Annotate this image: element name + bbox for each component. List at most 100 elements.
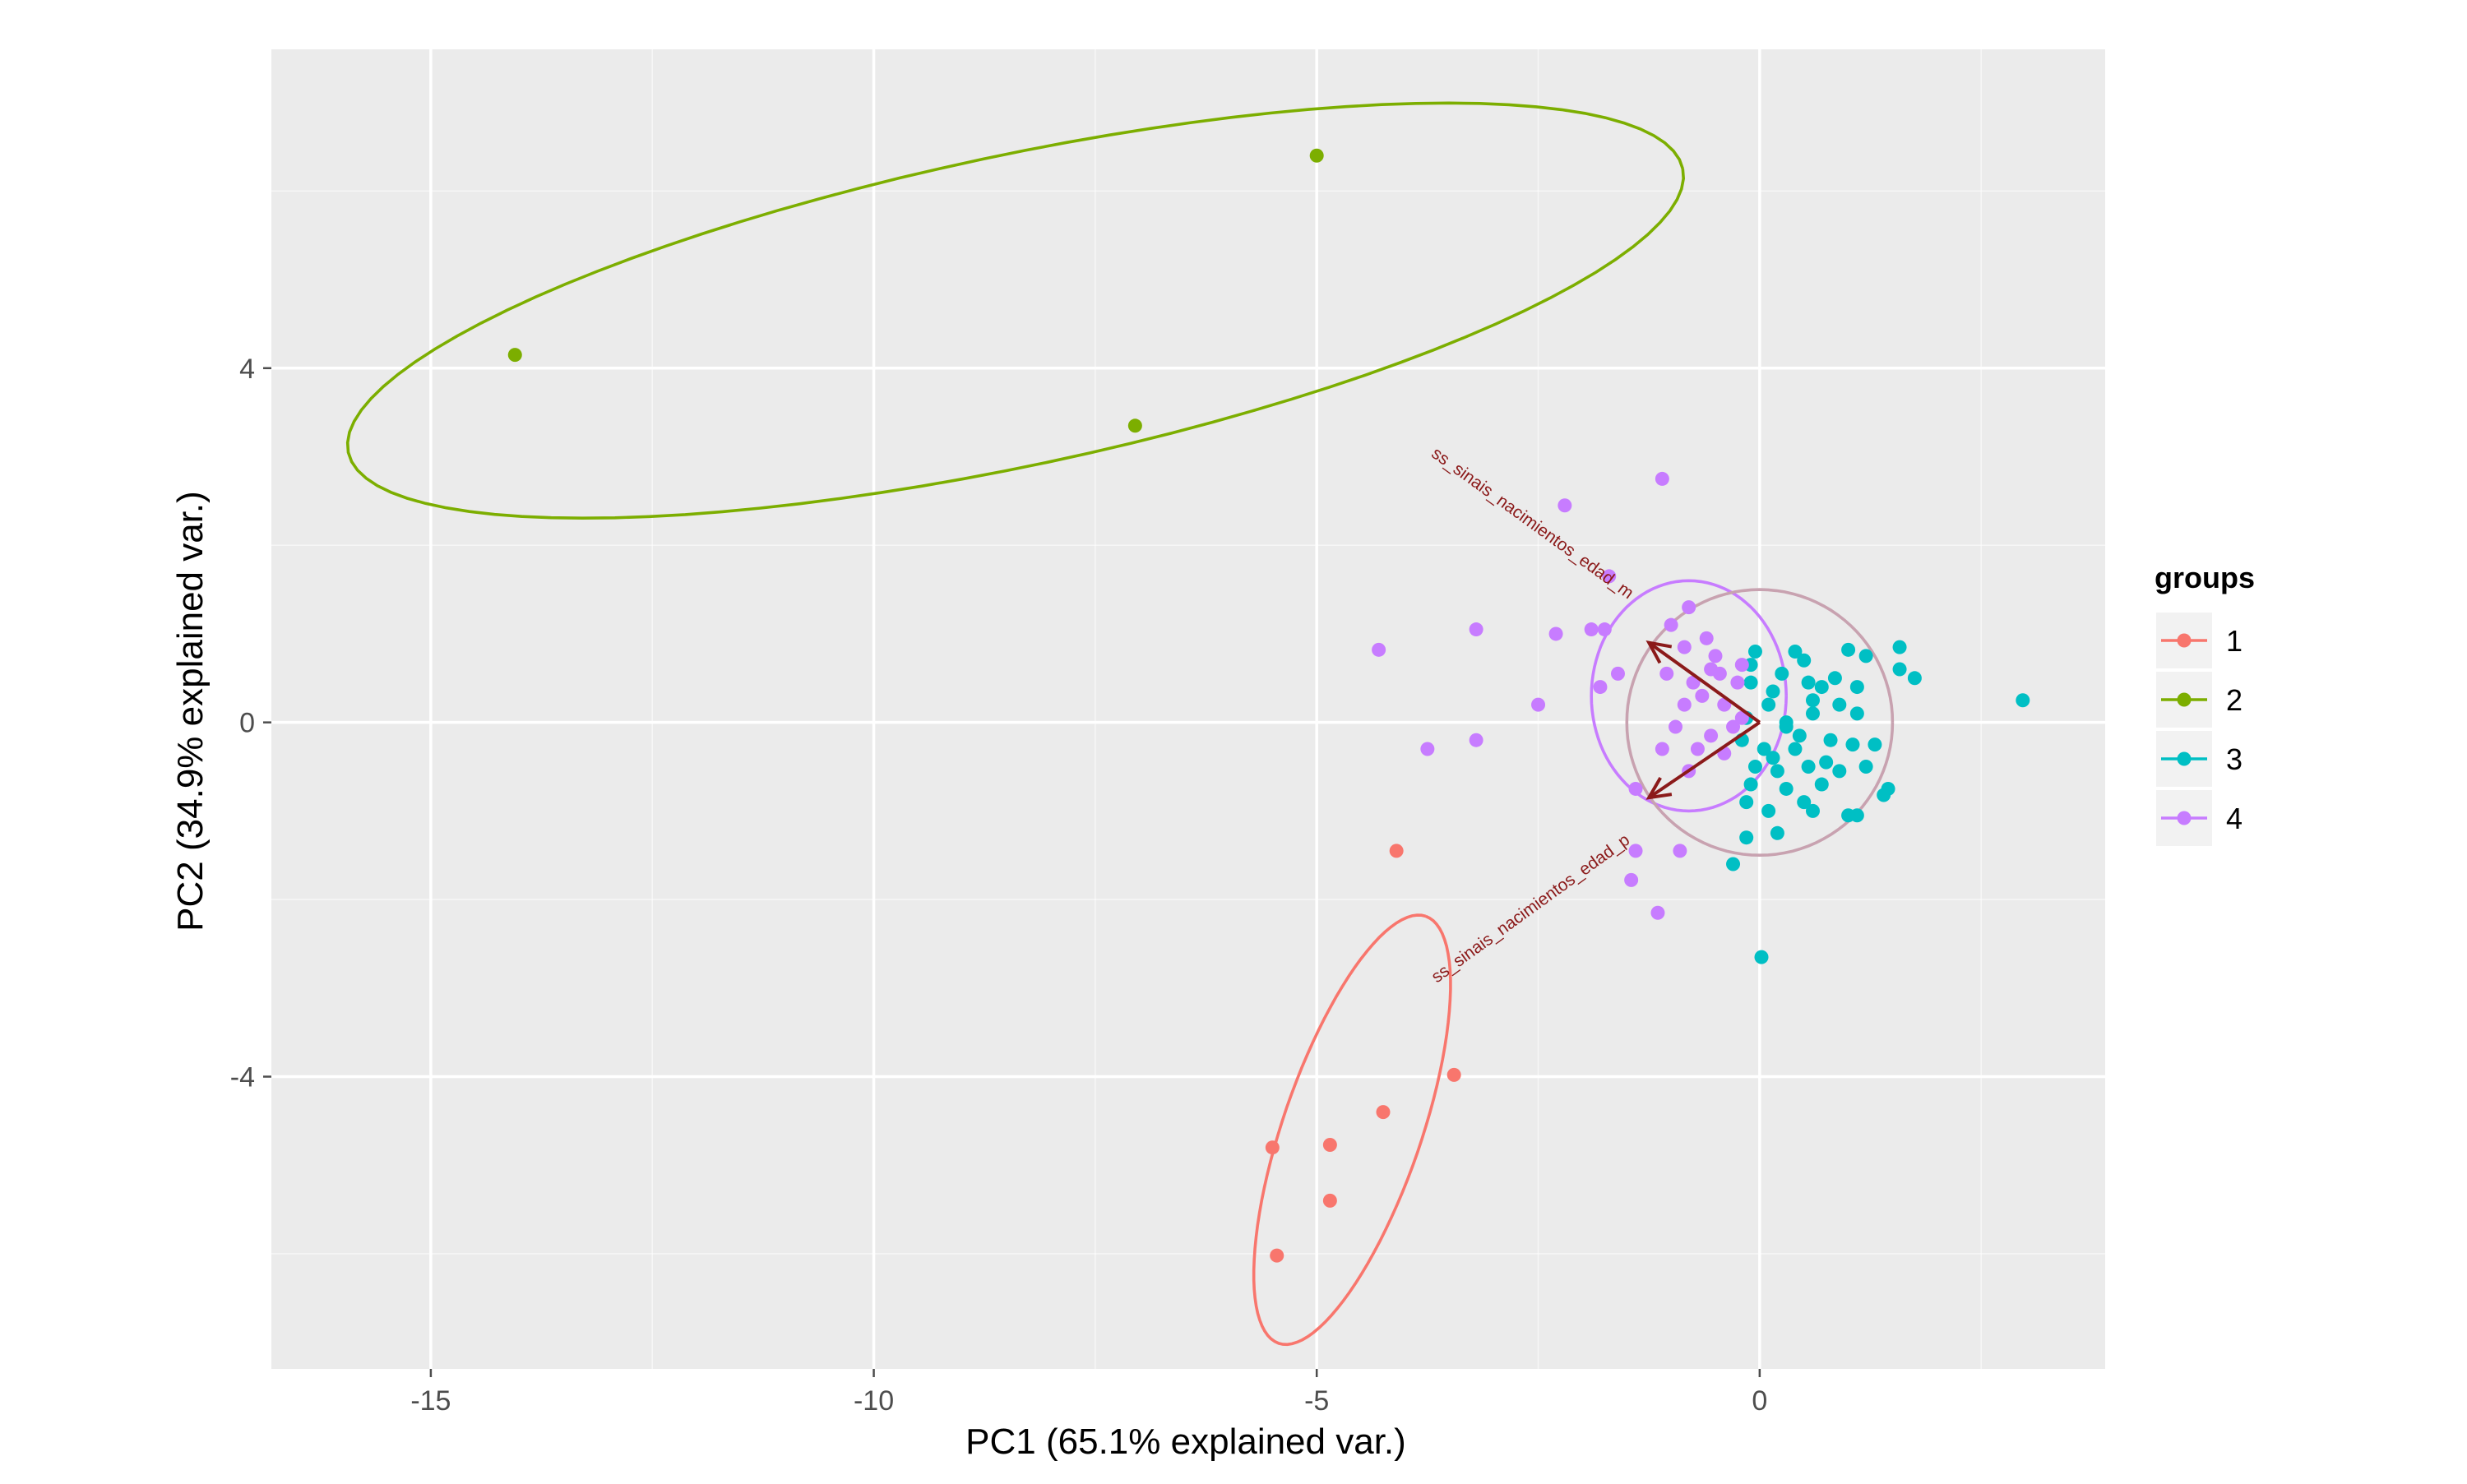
point-group-4 (1690, 742, 1705, 756)
point-group-3 (1805, 706, 1820, 721)
point-group-3 (1805, 803, 1820, 818)
legend-key-point (2177, 811, 2192, 825)
point-group-4 (1628, 844, 1643, 858)
point-group-3 (1819, 755, 1834, 770)
point-group-4 (1677, 697, 1692, 712)
point-group-4 (1597, 622, 1612, 637)
point-group-3 (1797, 795, 1812, 810)
point-group-3 (1858, 649, 1873, 663)
point-group-4 (1650, 905, 1665, 920)
x-tick-label: -15 (410, 1385, 451, 1417)
point-group-4 (1610, 666, 1625, 681)
y-axis-label: PC2 (34.9% explained var.) (170, 491, 211, 932)
point-group-1 (1322, 1137, 1337, 1152)
legend-item-3: 3 (2156, 731, 2243, 787)
point-group-3 (1892, 662, 1907, 677)
point-group-3 (1739, 795, 1754, 810)
point-group-3 (1743, 777, 1758, 792)
arrow-line (1648, 721, 1761, 799)
point-group-4 (1469, 733, 1483, 747)
point-group-4 (1708, 649, 1723, 663)
point-group-4 (1734, 658, 1749, 673)
legend-label: 3 (2226, 742, 2243, 776)
point-group-1 (1270, 1248, 1284, 1263)
point-group-4 (1682, 600, 1696, 615)
legend-item-4: 4 (2156, 790, 2243, 846)
unit-circle (1625, 588, 1895, 858)
point-group-4 (1730, 675, 1745, 690)
point-group-4 (1655, 742, 1669, 756)
legend-item-1: 1 (2156, 613, 2243, 668)
point-group-4 (1420, 742, 1435, 756)
point-group-3 (1726, 857, 1741, 871)
group-ellipses (345, 101, 1895, 1347)
arrow-head (1645, 776, 1673, 800)
point-group-4 (1726, 719, 1741, 734)
legend-title: groups (2155, 561, 2255, 594)
point-group-3 (1747, 644, 1762, 659)
point-group-3 (1761, 697, 1776, 712)
point-group-4 (1659, 666, 1674, 681)
point-group-4 (1557, 498, 1572, 513)
point-group-3 (1770, 764, 1784, 779)
point-group-3 (1770, 825, 1784, 840)
point-group-4 (1677, 640, 1692, 654)
point-group-3 (1792, 728, 1807, 743)
point-group-3 (1832, 697, 1847, 712)
point-group-2 (1127, 418, 1142, 433)
point-group-3 (1766, 751, 1780, 765)
point-group-1 (1446, 1067, 1461, 1082)
arrow-head (1645, 640, 1673, 664)
point-group-1 (1322, 1193, 1337, 1208)
point-group-4 (1673, 844, 1687, 858)
arrow-line (1648, 641, 1761, 724)
point-group-3 (1805, 693, 1820, 708)
point-group-1 (1389, 844, 1404, 858)
point-group-3 (1757, 742, 1771, 756)
panel-background (271, 49, 2105, 1369)
point-group-3 (1797, 653, 1812, 668)
x-axis-label: PC1 (65.1% explained var.) (965, 1422, 1406, 1462)
point-group-3 (1877, 788, 1891, 802)
x-tick-label: -10 (854, 1385, 894, 1417)
point-group-3 (1823, 733, 1838, 747)
point-group-4 (1704, 728, 1719, 743)
point-group-3 (1801, 760, 1816, 774)
point-group-1 (1376, 1105, 1391, 1120)
legend-key-point (2177, 633, 2192, 648)
point-group-4 (1584, 622, 1599, 637)
point-group-3 (1761, 803, 1776, 818)
axes: -15 -10 -5 0 -4 0 4 (230, 354, 1768, 1417)
point-group-3 (1779, 719, 1794, 734)
y-tick-label: 0 (239, 708, 255, 739)
point-group-3 (1814, 777, 1829, 792)
legend-key-point (2177, 692, 2192, 707)
point-group-3 (1858, 760, 1873, 774)
point-group-3 (1892, 640, 1907, 654)
legend-item-2: 2 (2156, 672, 2243, 728)
point-group-3 (1788, 742, 1803, 756)
point-group-2 (1309, 148, 1324, 163)
point-group-3 (1832, 764, 1847, 779)
point-group-4 (1712, 666, 1727, 681)
legend-key-point (2177, 751, 2192, 766)
point-group-3 (1907, 671, 1922, 686)
point-group-3 (1775, 666, 1789, 681)
point-group-4 (1469, 622, 1483, 637)
legend: groups 1 2 3 4 (2155, 561, 2255, 846)
point-group-3 (1739, 830, 1754, 845)
point-group-4 (1593, 680, 1608, 695)
point-group-2 (507, 348, 522, 363)
point-group-4 (1664, 617, 1678, 632)
ellipse-group-4 (1590, 579, 1788, 813)
point-group-3 (1827, 671, 1842, 686)
point-group-4 (1695, 688, 1710, 703)
x-tick-label: -5 (1304, 1385, 1329, 1417)
legend-label: 1 (2226, 624, 2243, 658)
point-group-3 (1845, 737, 1860, 752)
point-group-3 (1779, 781, 1794, 796)
x-tick-label: 0 (1752, 1385, 1767, 1417)
point-group-4 (1699, 631, 1714, 645)
plot-panel (271, 49, 2105, 1369)
